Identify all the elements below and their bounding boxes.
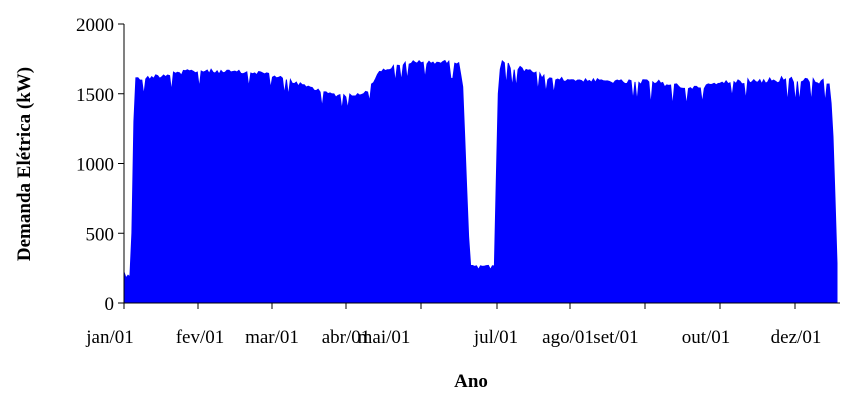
x-tick-label: set/01	[593, 327, 638, 348]
x-axis-title: Ano	[454, 371, 488, 392]
x-tick-label: out/01	[682, 327, 731, 348]
x-tick-label: fev/01	[176, 327, 225, 348]
y-tick-label: 1500	[76, 85, 114, 106]
axes: 0 500 1000 1500 2000 jan/01 fev/01 mar/01 abr/01…	[76, 15, 840, 348]
x-tick-label: mar/01	[245, 327, 299, 348]
y-tick-label: 2000	[76, 15, 114, 36]
x-tick-label: mai/01	[358, 327, 411, 348]
x-tick-label: ago/01	[542, 327, 594, 348]
y-tick-label: 500	[86, 224, 115, 245]
demand-area-series	[123, 59, 838, 304]
x-tick-label: abr/01	[322, 327, 371, 348]
x-tick-label: jan/01	[85, 327, 134, 348]
y-tick-label: 1000	[76, 155, 114, 176]
plot-area	[123, 59, 838, 304]
x-tick-label: jul/01	[473, 327, 518, 348]
y-tick-label: 0	[105, 294, 115, 315]
x-tick-label: dez/01	[771, 327, 822, 348]
y-axis-title: Demanda Elétrica (kW)	[14, 67, 35, 261]
